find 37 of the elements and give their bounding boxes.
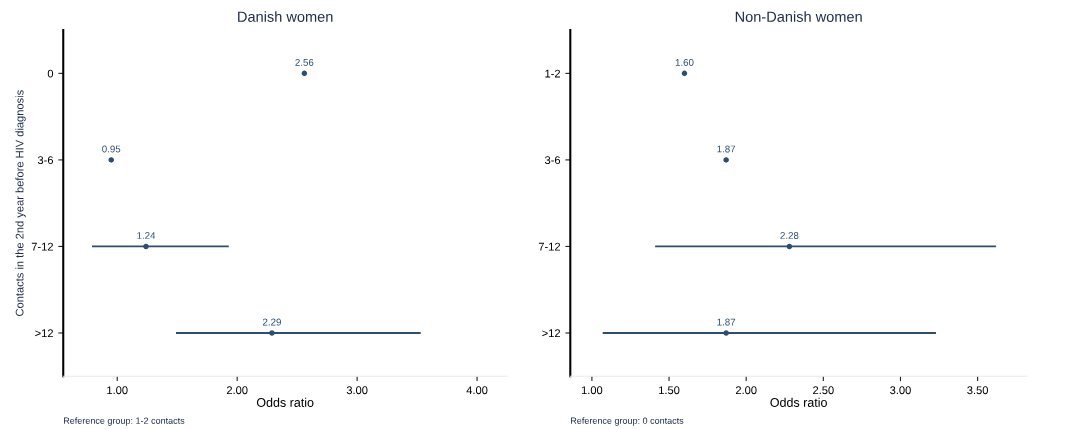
chart-title: Danish women	[238, 11, 333, 22]
y-tick-label: >12	[35, 329, 53, 338]
data-label: 1.87	[717, 318, 736, 326]
y-tick-label: 1-2	[545, 69, 561, 78]
x-tick-label: 2.00	[735, 386, 757, 395]
data-label: 1.60	[675, 59, 694, 66]
data-label: 0.95	[102, 145, 121, 153]
x-tick-label: 2.50	[813, 386, 834, 395]
x-tick-label: 4.00	[466, 386, 488, 395]
data-label: 2.56	[295, 59, 314, 66]
x-tick-label: 2.00	[226, 386, 248, 395]
point	[269, 330, 275, 336]
x-axis-title: Odds ratio	[770, 397, 827, 407]
x-tick-label: 3.00	[346, 386, 368, 395]
data-label: 2.29	[262, 318, 281, 326]
text: Reference group: 0 contacts	[571, 417, 684, 426]
y-tick-label: 7-12	[538, 242, 561, 251]
x-tick-label: 3.50	[967, 386, 988, 395]
data-label: 2.28	[780, 232, 799, 239]
data-label: 1.87	[717, 145, 736, 153]
text: Reference group: 1-2 contacts	[63, 417, 185, 426]
y-tick-label: >12	[542, 329, 561, 338]
y-tick-label: 0	[47, 69, 54, 78]
y-tick-label: 3-6	[544, 156, 561, 165]
y-tick-label: 7-12	[31, 242, 53, 251]
point	[301, 70, 308, 77]
x-tick-label: 1.00	[581, 386, 603, 395]
chart-title: Non-Danish women	[735, 11, 862, 22]
x-tick-label: 1.50	[659, 386, 680, 395]
point	[108, 157, 115, 163]
x-tick-label: 3.00	[890, 386, 911, 395]
point	[143, 243, 149, 250]
data-label: 1.24	[137, 232, 156, 239]
y-tick-label: 3-6	[37, 156, 54, 165]
x-tick-label: 1.00	[107, 386, 128, 395]
y-axis-title: Contacts in the 2nd year before HIV diagnosis	[15, 90, 26, 316]
x-axis-title: Odds ratio	[256, 397, 314, 407]
